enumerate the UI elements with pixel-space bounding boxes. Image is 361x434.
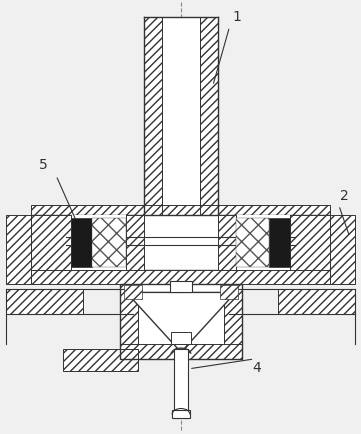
Bar	[330, 215, 355, 284]
Bar	[121, 344, 242, 359]
Text: 5: 5	[39, 158, 48, 172]
Bar	[121, 284, 138, 359]
Bar	[236, 215, 290, 270]
Bar	[278, 289, 355, 314]
Bar	[171, 332, 191, 344]
Bar	[71, 215, 126, 270]
Polygon shape	[126, 293, 236, 349]
Bar	[126, 215, 144, 270]
Text: 2: 2	[340, 189, 348, 203]
Bar	[6, 215, 31, 284]
Bar	[170, 280, 192, 293]
Bar	[71, 218, 92, 266]
Bar	[224, 284, 242, 359]
Bar	[121, 284, 242, 359]
Text: 4: 4	[252, 361, 261, 375]
Bar	[220, 286, 238, 299]
Bar	[6, 289, 83, 314]
Bar	[63, 349, 138, 371]
Bar	[31, 205, 330, 215]
Bar	[269, 218, 290, 266]
Bar	[138, 284, 224, 359]
Bar	[200, 16, 218, 215]
Text: 1: 1	[232, 10, 242, 23]
Bar	[31, 270, 330, 284]
Bar	[144, 16, 162, 215]
Bar	[92, 218, 126, 266]
Bar	[290, 215, 330, 270]
Bar	[125, 286, 142, 299]
Bar	[162, 16, 200, 215]
Bar	[174, 349, 188, 418]
Bar	[31, 215, 71, 270]
Bar	[31, 215, 330, 270]
Bar	[218, 215, 236, 270]
Bar	[236, 218, 269, 266]
Bar	[172, 411, 190, 418]
